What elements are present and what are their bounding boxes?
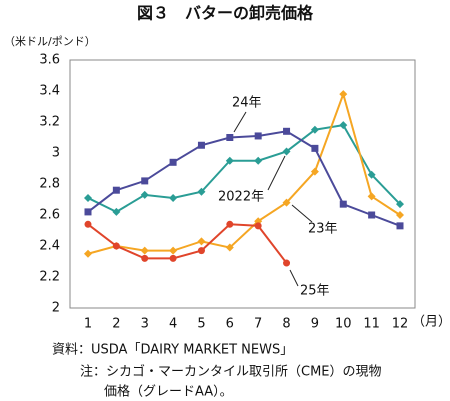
x-tick-label: 11 [363, 317, 380, 332]
y-axis-label: （米ドル/ポンド） [4, 35, 96, 48]
x-tick-label: 1 [84, 317, 92, 332]
series-line [87, 130, 401, 227]
marker [140, 246, 149, 255]
y-tick-label: 2 [52, 301, 60, 316]
x-tick-label: 5 [197, 317, 205, 332]
leader-line [291, 204, 313, 223]
y-tick-label: 2.6 [39, 208, 60, 223]
marker [112, 242, 120, 250]
series-line [87, 223, 288, 264]
marker [226, 220, 234, 228]
y-tick-label: 3.6 [39, 53, 60, 68]
marker [112, 207, 121, 216]
marker [310, 125, 319, 134]
marker [396, 200, 404, 209]
marker [339, 200, 347, 208]
x-axis-label: （月） [412, 315, 450, 330]
marker [140, 190, 149, 199]
x-tick-label: 4 [169, 317, 177, 332]
series-label: 2022年 [218, 190, 264, 205]
marker [339, 90, 348, 99]
note: 注：シカゴ・マーカンタイル取引所（CME）の現物 [80, 364, 382, 380]
marker [141, 177, 149, 185]
marker [225, 243, 234, 252]
marker [283, 259, 291, 267]
x-tick-label: 7 [254, 317, 262, 332]
series-line [87, 124, 401, 214]
series-label: 24年 [232, 96, 262, 111]
marker [311, 144, 319, 152]
marker [368, 211, 376, 219]
marker [282, 147, 291, 156]
marker [84, 220, 92, 228]
marker [197, 141, 205, 149]
marker [367, 192, 376, 201]
marker [226, 134, 234, 141]
y-tick-label: 2.8 [39, 177, 60, 192]
plot-frame [69, 59, 416, 309]
marker [197, 187, 206, 196]
y-tick-label: 2.2 [39, 270, 60, 285]
marker [141, 254, 149, 262]
marker [197, 247, 205, 255]
marker [169, 246, 178, 255]
x-tick-label: 8 [282, 317, 290, 332]
x-tick-label: 12 [392, 317, 409, 332]
marker [169, 193, 178, 202]
series-label: 25年 [300, 284, 330, 299]
marker [84, 193, 92, 202]
marker [396, 222, 404, 230]
marker [254, 156, 263, 165]
leader-line [267, 155, 286, 191]
marker [169, 158, 177, 166]
source-note: 資料：USDA「DAIRY MARKET NEWS」 [52, 343, 293, 358]
series-label: 23年 [308, 222, 338, 237]
chart-title: 図３ バターの卸売価格 [137, 4, 314, 23]
y-tick-label: 3.4 [39, 84, 60, 99]
marker [225, 156, 234, 165]
series-line [87, 90, 401, 255]
marker [310, 167, 319, 176]
marker [254, 222, 262, 230]
marker [197, 237, 206, 246]
marker [169, 254, 177, 262]
x-tick-label: 10 [335, 317, 352, 332]
x-tick-label: 9 [311, 317, 319, 332]
marker [367, 170, 376, 179]
marker [396, 211, 404, 219]
marker [283, 127, 291, 135]
marker [84, 208, 92, 216]
leader-line [289, 269, 299, 287]
marker [282, 198, 291, 207]
note: 価格（グレードAA）。 [104, 384, 233, 400]
marker [112, 186, 120, 194]
leader-line [233, 111, 247, 133]
x-tick-label: 6 [226, 317, 234, 332]
y-tick-label: 3.2 [39, 115, 60, 130]
marker [84, 249, 92, 258]
x-tick-label: 3 [141, 317, 149, 332]
y-tick-label: 2.4 [39, 239, 60, 254]
marker [254, 132, 262, 140]
x-tick-label: 2 [112, 317, 120, 332]
y-tick-label: 3 [52, 146, 60, 161]
marker [339, 121, 348, 130]
